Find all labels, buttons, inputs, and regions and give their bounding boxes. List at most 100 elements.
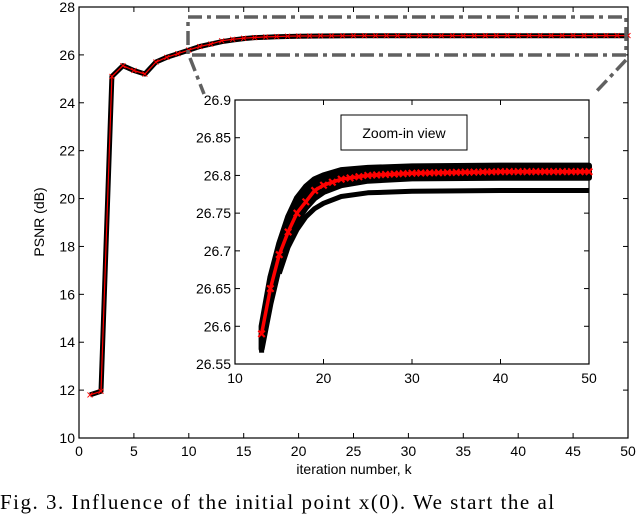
red-x-marker [372,32,379,39]
red-x-marker [142,71,148,77]
y-tick-label: 18 [59,238,75,254]
red-x-marker [218,37,225,44]
inset-red-x-marker [346,173,355,182]
red-x-marker [504,32,511,39]
inset-lower-black-curve [276,188,589,275]
y-tick-label: 10 [59,430,75,446]
red-x-marker [295,33,302,39]
x-tick-label: 5 [130,443,138,459]
red-x-marker [438,32,445,39]
inset-y-tick-label: 26.9 [204,92,231,108]
red-x-marker [328,32,335,39]
red-x-marker [614,32,620,39]
inset-y-tick-label: 26.8 [204,167,231,183]
inset-red-x-marker [354,172,363,181]
inset-lines [257,162,593,353]
red-x-marker [350,32,357,39]
red-x-marker [273,33,280,40]
red-x-marker [482,32,489,39]
red-x-marker [164,54,170,61]
red-x-marker [493,32,500,39]
inset-y-tick-label: 26.75 [196,205,231,221]
inset-y-tick-label: 26.85 [196,130,231,146]
red-x-marker [98,388,104,395]
inset-red-x-marker [425,168,434,177]
y-tick-label: 20 [59,191,75,207]
inset-red-x-marker [337,175,346,184]
y-tick-label: 12 [59,382,75,398]
x-tick-label: 25 [346,443,362,459]
red-x-marker [317,33,324,39]
red-x-marker [548,32,554,39]
inset-y-tick-label: 26.7 [204,243,231,259]
red-x-marker [427,32,434,39]
red-x-marker [284,33,291,40]
inset-red-x-marker [523,167,532,176]
inset-red-x-marker [567,167,576,176]
x-tick-label: 50 [620,443,636,459]
x-tick-label: 35 [456,443,472,459]
inset-red-x-marker [408,169,416,178]
x-tick-label: 20 [291,443,307,459]
y-tick-label: 14 [59,334,75,350]
inset-red-x-marker [576,167,585,176]
inset-red-x-marker [434,168,443,177]
x-tick-label: 15 [236,443,252,459]
x-axis-label: iteration number, k [296,461,412,477]
red-x-marker [109,73,115,80]
inset-red-x-marker [390,170,399,179]
inset-x-tick-label: 20 [316,370,332,386]
red-x-marker [339,32,346,39]
connector-line-right [592,58,628,96]
inset-red-x-marker [505,167,514,176]
red-x-marker [559,32,565,39]
main-plot-lines [87,32,631,398]
red-x-marker [306,33,313,39]
inset-red-x-marker [319,181,328,190]
inset-red-x-marker [381,170,390,179]
red-x-marker [471,32,478,39]
red-x-marker [262,34,269,40]
red-x-marker [229,36,236,43]
inset-red-x-marker [443,168,452,177]
inset-red-x-marker [266,284,275,293]
y-tick-label: 26 [59,47,75,63]
inset-red-x-marker [275,250,284,259]
red-x-marker [416,32,423,39]
main-axes: 0 5 10 15 20 25 30 35 40 45 50 10 12 14 16 18 20 22 24 26 28 [59,0,636,459]
inset-legend-box [340,114,468,151]
red-x-marker [120,62,126,69]
red-x-marker [87,392,93,398]
inset-red-x-marker [416,169,425,177]
red-x-marker [207,41,214,47]
inset-red-x-marker [531,167,540,176]
x-tick-label: 0 [75,443,83,459]
red-x-marker [570,32,576,39]
inset-red-x-marker [452,168,461,177]
inset-red-x-marker [549,167,558,176]
x-tick-label: 10 [181,443,197,459]
red-x-marker [240,35,247,42]
inset-x-tick-label: 10 [227,370,243,386]
inset-red-x-marker [399,169,408,178]
zoom-region-indicator [186,15,628,96]
x-tick-label: 30 [401,443,417,459]
inset-red-x-marker [487,167,496,176]
inset-legend: Zoom-in view [340,114,468,151]
red-x-marker [515,32,522,39]
figure-caption: Fig. 3. Influence of the initial point x… [0,490,556,514]
inset-red-x-marker [585,167,593,176]
red-x-marker [251,34,258,41]
inset-black-band [258,162,592,352]
y-tick-label: 16 [59,286,75,302]
red-x-marker [603,32,609,39]
inset-red-x-marker [558,167,567,176]
red-x-marker [131,67,137,74]
red-x-marker [153,59,159,65]
inset-red-x-marker [478,167,487,176]
inset-red-x-marker [310,186,319,195]
inset-red-x-marker [292,209,301,218]
inset-red-x-marker [372,170,381,179]
inset-red-x-marker [514,167,523,176]
